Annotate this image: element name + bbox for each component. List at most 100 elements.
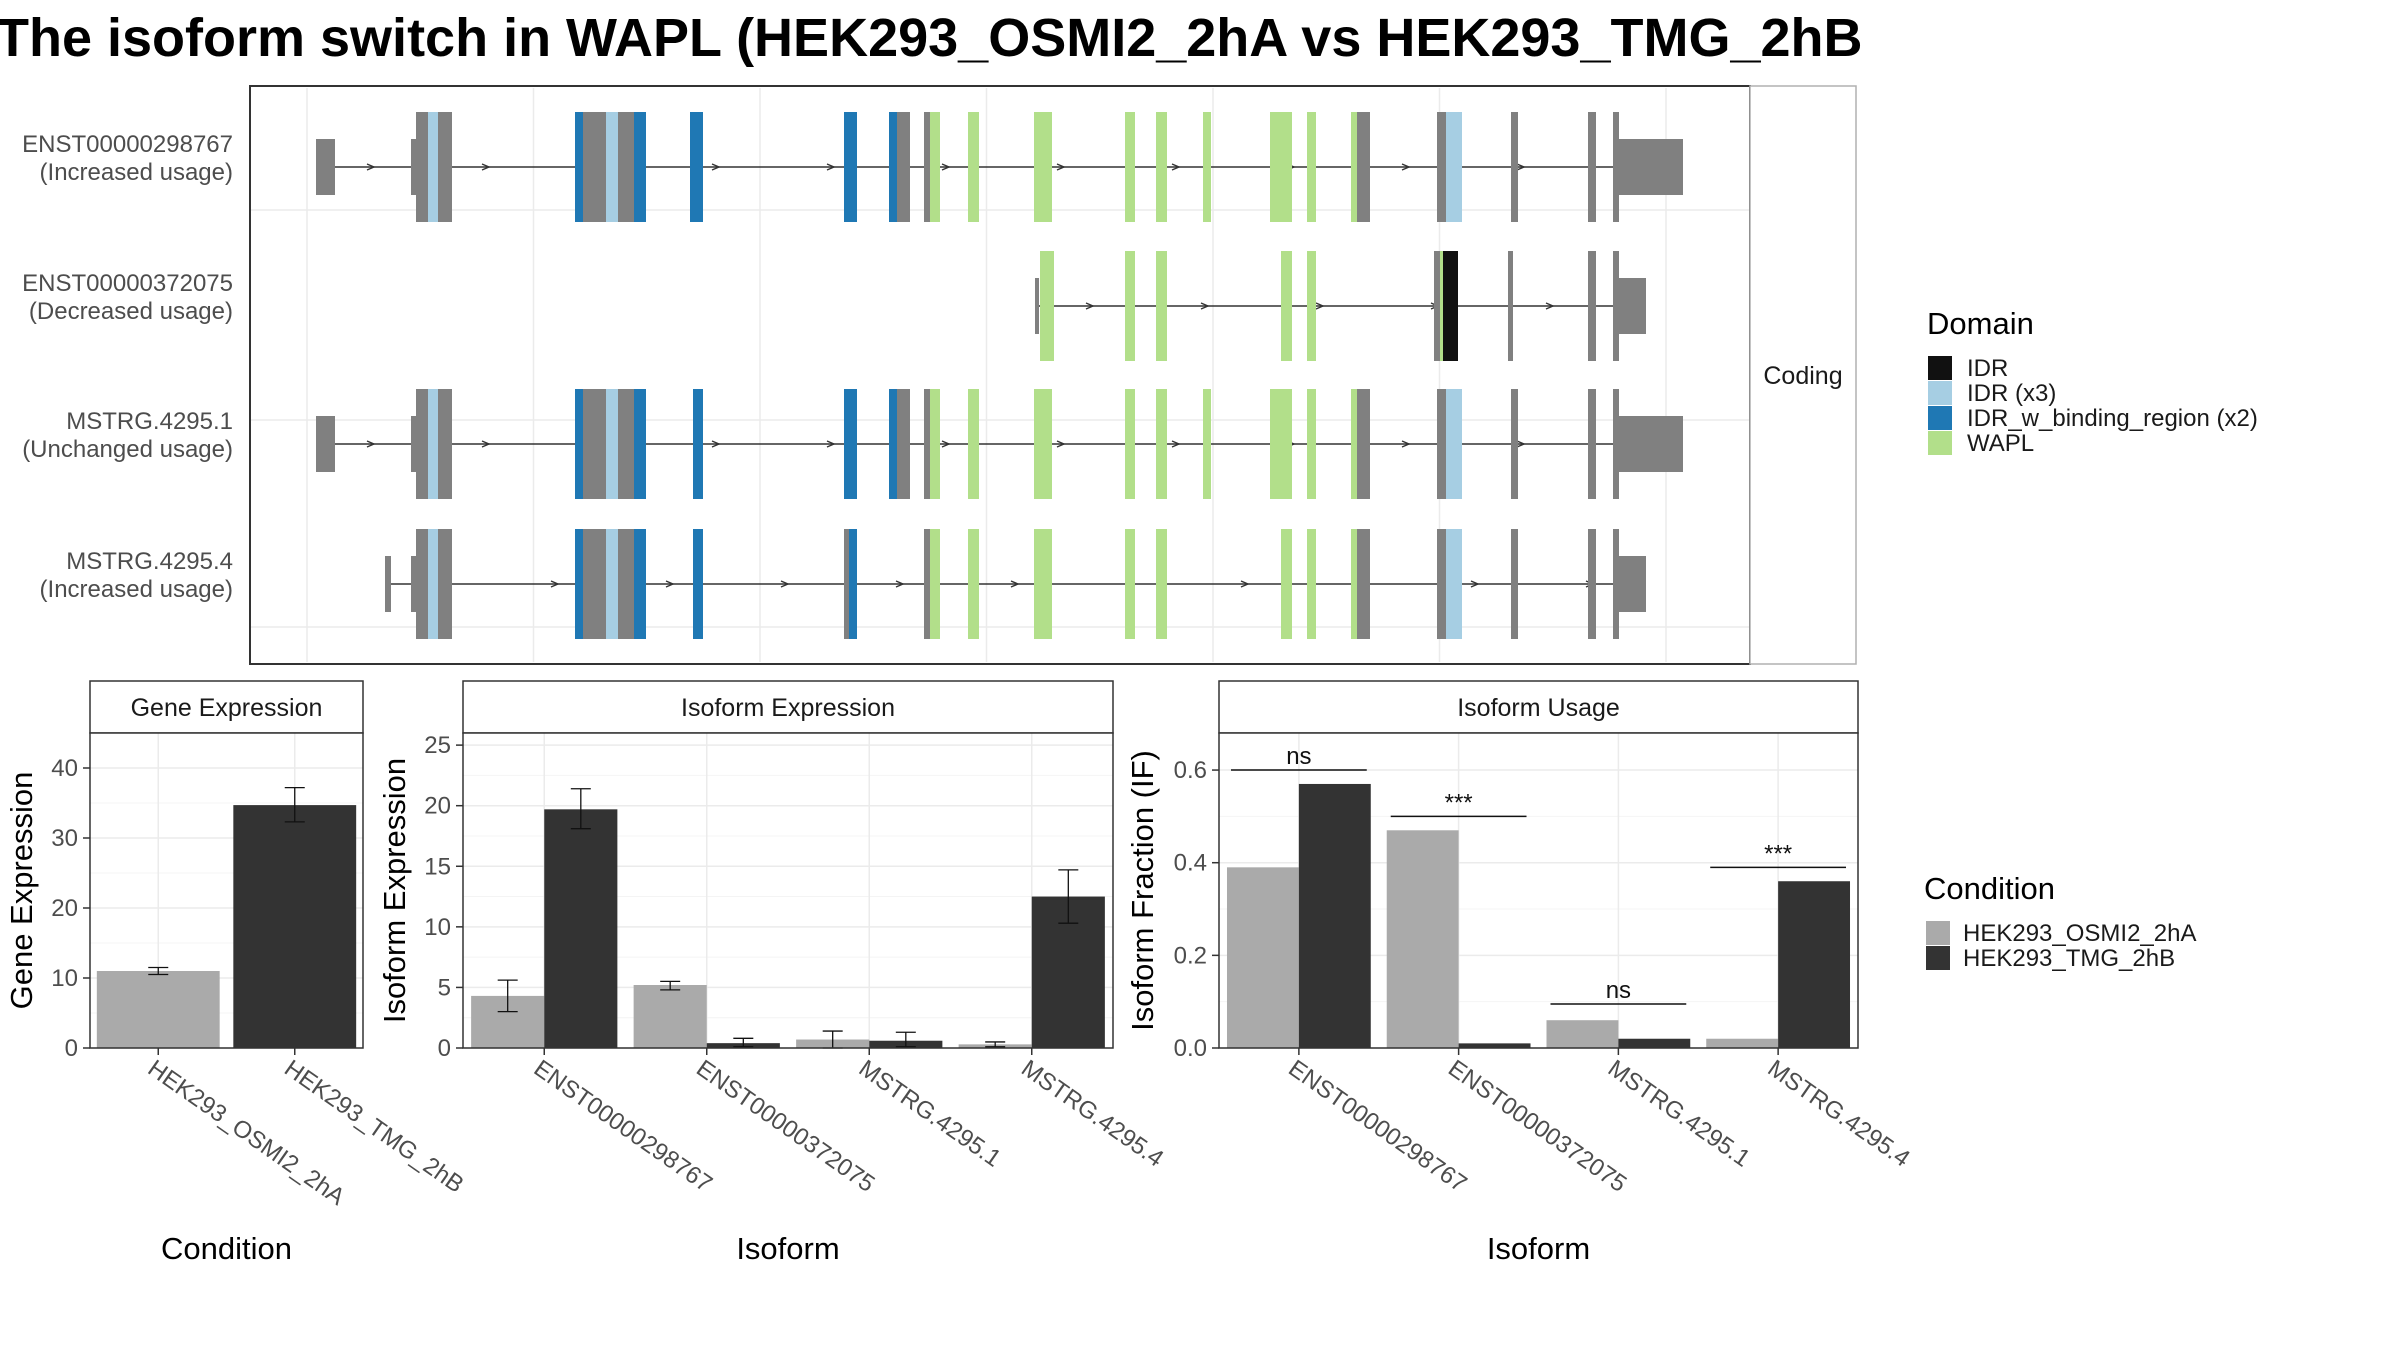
y-axis-label: Gene Expression (4, 772, 39, 1010)
transcript-track (316, 112, 1683, 222)
domain-block-wapl (1307, 251, 1316, 361)
domain-block-wapl (1156, 251, 1167, 361)
domain-block-wapl (1281, 251, 1292, 361)
domain-block-wapl (1351, 389, 1357, 499)
exon-block (618, 112, 634, 222)
domain-block-wapl (1203, 112, 1211, 222)
exon-block (1511, 529, 1518, 639)
exon-block (438, 112, 452, 222)
domain-block-wapl (1281, 112, 1292, 222)
condition-legend-swatch (1926, 921, 1950, 945)
domain-block-idr_x3 (1446, 112, 1462, 222)
direction-arrow (1200, 302, 1210, 310)
y-tick-label: 0.6 (1174, 757, 1207, 784)
chart-title: Isoform Usage (1457, 694, 1620, 722)
y-tick-label: 20 (424, 793, 451, 820)
direction-arrow (1056, 440, 1066, 448)
direction-arrow (780, 580, 790, 588)
exon-block (316, 139, 335, 195)
bar (1546, 1020, 1619, 1048)
exon-block (1437, 112, 1446, 222)
direction-arrow (1516, 163, 1526, 171)
domain-legend-label: IDR (x3) (1967, 380, 2056, 407)
domain-block-idr_x3 (428, 389, 438, 499)
exon-block (618, 389, 634, 499)
domain-block-idr_x3 (1446, 389, 1462, 499)
y-tick-label: 40 (51, 755, 78, 782)
chart-title: Gene Expression (131, 694, 323, 722)
bar (1458, 1043, 1531, 1048)
direction-arrow (550, 580, 560, 588)
exon-block (316, 416, 335, 472)
chart-panel-frame (1218, 732, 1859, 1049)
exon-block (583, 529, 606, 639)
domain-block-wapl (968, 389, 979, 499)
domain-block-wapl (968, 112, 979, 222)
x-tick-label: MSTRG.4295.4 (1763, 1055, 1915, 1173)
transcript-track (385, 529, 1646, 639)
facet-strip (1749, 85, 1857, 665)
y-tick-label: 10 (51, 965, 78, 992)
domain-legend-title: Domain (1927, 306, 2034, 341)
exon-block (924, 529, 930, 639)
direction-arrow (665, 580, 675, 588)
direction-arrow (1470, 580, 1480, 588)
exon-block (1511, 112, 1518, 222)
exon-block (1613, 112, 1619, 222)
exon-block (1434, 251, 1440, 361)
y-tick-label: 30 (51, 825, 78, 852)
x-tick-label: ENST00000298767 (529, 1055, 717, 1198)
domain-block-wapl (1125, 529, 1135, 639)
exon-block (1613, 251, 1619, 361)
direction-arrow (1401, 163, 1411, 171)
bar (1706, 1038, 1779, 1048)
transcript-track (316, 389, 1683, 499)
direction-arrow (481, 440, 491, 448)
transcript-usage-label: (Decreased usage) (29, 298, 233, 325)
domain-legend-swatch (1928, 431, 1952, 455)
x-axis-label: Isoform (736, 1231, 839, 1266)
domain-block-idr_w_binding_region (575, 112, 583, 222)
y-tick-label: 20 (51, 895, 78, 922)
domain-block-idr_w_binding_region (690, 112, 703, 222)
direction-arrow (366, 440, 376, 448)
condition-legend-title: Condition (1924, 871, 2055, 906)
domain-block-wapl (1281, 529, 1292, 639)
domain-block-wapl (1125, 389, 1135, 499)
domain-block-idr_w_binding_region (844, 389, 857, 499)
condition-legend-swatch (1926, 946, 1950, 970)
domain-block-wapl (1034, 389, 1052, 499)
chart-title-strip (89, 680, 364, 734)
domain-block-wapl (1156, 389, 1167, 499)
significance-label: *** (1764, 840, 1792, 867)
direction-arrow (1171, 440, 1181, 448)
significance-label: ns (1606, 977, 1631, 1004)
direction-arrow (1315, 302, 1325, 310)
transcript-usage-label: (Increased usage) (40, 576, 233, 603)
y-tick-label: 0.0 (1174, 1035, 1207, 1062)
chart-panel-frame (89, 732, 364, 1049)
domain-block-wapl (1125, 112, 1135, 222)
domain-block-wapl (1034, 529, 1052, 639)
domain-block-wapl (1307, 389, 1316, 499)
transcript-track (1035, 251, 1646, 361)
bar (96, 971, 220, 1048)
domain-block-idr_w_binding_region (693, 389, 703, 499)
exon-block (924, 389, 930, 499)
domain-block-idr_x3 (606, 529, 618, 639)
x-axis-label: Condition (161, 1231, 292, 1266)
chart-panel-frame (462, 732, 1114, 1049)
domain-block-wapl (930, 389, 940, 499)
bar (1386, 830, 1459, 1048)
exon-block (1588, 112, 1596, 222)
condition-legend-label: HEK293_OSMI2_2hA (1963, 920, 2196, 947)
domain-block-wapl (1156, 112, 1167, 222)
direction-arrow (1010, 580, 1020, 588)
domain-block-idr_w_binding_region (693, 529, 703, 639)
direction-arrow (1545, 302, 1555, 310)
bar (1778, 881, 1851, 1048)
figure-title: The isoform switch in WAPL (HEK293_OSMI2… (0, 8, 1863, 68)
exon-block (411, 416, 416, 472)
domain-block-wapl (1440, 251, 1443, 361)
